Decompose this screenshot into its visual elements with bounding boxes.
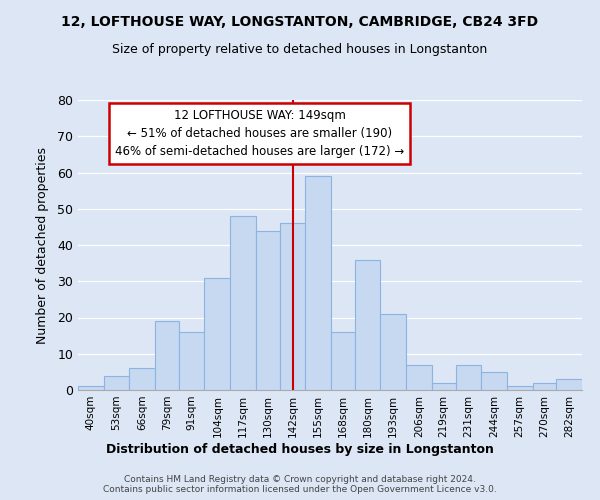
Bar [432, 383, 455, 390]
Bar [481, 372, 507, 390]
Bar [556, 379, 582, 390]
Bar [230, 216, 256, 390]
Bar [205, 278, 230, 390]
Bar [256, 230, 280, 390]
Text: 12 LOFTHOUSE WAY: 149sqm
← 51% of detached houses are smaller (190)
46% of semi-: 12 LOFTHOUSE WAY: 149sqm ← 51% of detach… [115, 108, 404, 158]
Text: Size of property relative to detached houses in Longstanton: Size of property relative to detached ho… [112, 42, 488, 56]
Bar [280, 223, 305, 390]
Text: Contains HM Land Registry data © Crown copyright and database right 2024.
Contai: Contains HM Land Registry data © Crown c… [103, 475, 497, 494]
Bar [78, 386, 104, 390]
Bar [104, 376, 130, 390]
Bar [179, 332, 205, 390]
Y-axis label: Number of detached properties: Number of detached properties [36, 146, 49, 344]
Text: Distribution of detached houses by size in Longstanton: Distribution of detached houses by size … [106, 442, 494, 456]
Bar [355, 260, 380, 390]
Bar [305, 176, 331, 390]
Bar [380, 314, 406, 390]
Text: 12, LOFTHOUSE WAY, LONGSTANTON, CAMBRIDGE, CB24 3FD: 12, LOFTHOUSE WAY, LONGSTANTON, CAMBRIDG… [61, 15, 539, 29]
Bar [507, 386, 533, 390]
Bar [331, 332, 355, 390]
Bar [455, 364, 481, 390]
Bar [533, 383, 556, 390]
Bar [406, 364, 432, 390]
Bar [155, 321, 179, 390]
Bar [130, 368, 155, 390]
